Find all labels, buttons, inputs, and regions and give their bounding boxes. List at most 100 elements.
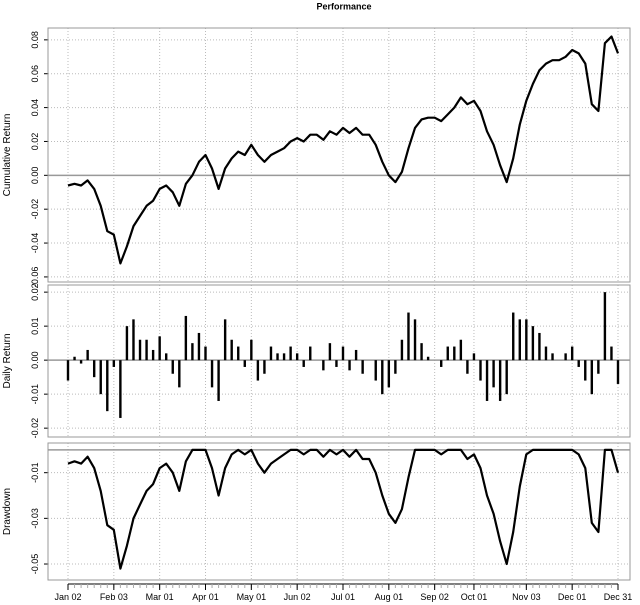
bar bbox=[282, 353, 286, 361]
bar bbox=[597, 360, 600, 374]
panel-frame bbox=[47, 442, 631, 581]
bar bbox=[446, 346, 449, 361]
bar bbox=[79, 360, 83, 364]
y-tick-label: -0.03 bbox=[30, 508, 40, 529]
bar bbox=[204, 346, 207, 361]
y-tick-label: -0.04 bbox=[30, 233, 40, 254]
panel-frame bbox=[47, 27, 631, 283]
y-axis-title: Daily Return bbox=[2, 333, 13, 388]
bar bbox=[551, 353, 554, 361]
x-tick-label: Feb 03 bbox=[100, 592, 128, 602]
panel-frame bbox=[47, 284, 631, 438]
x-tick-label: Aug 01 bbox=[375, 592, 404, 602]
bar bbox=[525, 319, 528, 361]
y-tick-label: -0.05 bbox=[30, 554, 40, 575]
bar bbox=[256, 360, 260, 381]
bar bbox=[512, 312, 515, 361]
bar bbox=[361, 360, 364, 374]
bar bbox=[191, 343, 194, 361]
bar bbox=[505, 360, 508, 395]
bar bbox=[544, 346, 548, 361]
bar bbox=[498, 360, 502, 401]
y-tick-label: 0.06 bbox=[30, 65, 40, 83]
bar bbox=[584, 360, 587, 381]
bar bbox=[99, 360, 102, 395]
bar bbox=[243, 360, 246, 367]
y-tick-label: 0.00 bbox=[30, 351, 40, 369]
bar bbox=[341, 346, 345, 361]
bar bbox=[577, 360, 580, 367]
bar bbox=[590, 360, 594, 395]
bar bbox=[518, 319, 521, 361]
bar bbox=[322, 360, 325, 371]
y-tick-label: -0.01 bbox=[30, 384, 40, 405]
bar bbox=[184, 315, 188, 361]
x-tick-label: May 01 bbox=[237, 592, 267, 602]
bar bbox=[86, 349, 89, 361]
bar bbox=[217, 360, 220, 401]
bar bbox=[616, 360, 620, 384]
bar bbox=[295, 353, 299, 361]
bar bbox=[413, 319, 417, 361]
bar bbox=[407, 312, 410, 361]
y-tick-label: 0.04 bbox=[30, 99, 40, 117]
bar bbox=[106, 360, 109, 412]
x-tick-label: Jul 01 bbox=[331, 592, 355, 602]
bar bbox=[151, 349, 155, 361]
bar bbox=[538, 332, 541, 361]
line bbox=[67, 448, 620, 570]
bar bbox=[158, 336, 161, 361]
bar bbox=[197, 332, 201, 361]
bar bbox=[171, 360, 174, 374]
bar bbox=[335, 360, 338, 367]
bar bbox=[472, 353, 476, 361]
y-tick-label: 0.01 bbox=[30, 317, 40, 335]
bar bbox=[394, 360, 397, 374]
bar bbox=[328, 343, 332, 361]
y-tick-label: -0.02 bbox=[30, 418, 40, 439]
bar bbox=[400, 339, 404, 361]
bar bbox=[570, 346, 574, 361]
bar bbox=[289, 346, 292, 361]
x-tick-label: Dec 01 bbox=[558, 592, 587, 602]
bar bbox=[178, 360, 181, 388]
x-tick-label: Mar 01 bbox=[146, 592, 174, 602]
bar bbox=[420, 343, 423, 361]
bar bbox=[492, 360, 495, 388]
x-tick-label: Jun 02 bbox=[284, 592, 311, 602]
x-tick-label: Apr 01 bbox=[192, 592, 219, 602]
bar bbox=[610, 346, 613, 361]
bar bbox=[531, 326, 535, 361]
bar bbox=[92, 360, 96, 378]
x-tick-label: Jan 02 bbox=[54, 592, 81, 602]
chart-title: Performance bbox=[316, 1, 371, 11]
bar bbox=[269, 346, 273, 361]
bar bbox=[426, 356, 430, 361]
line bbox=[67, 35, 620, 265]
bar bbox=[348, 360, 351, 371]
bar bbox=[381, 360, 384, 395]
bar bbox=[145, 339, 148, 361]
bar bbox=[125, 326, 129, 361]
y-tick-label: 0.02 bbox=[30, 283, 40, 301]
bar bbox=[276, 353, 279, 361]
bar bbox=[73, 356, 76, 361]
bar bbox=[485, 360, 489, 401]
bar bbox=[237, 346, 240, 361]
bar bbox=[230, 339, 233, 361]
y-axis-title: Cumulative Return bbox=[2, 114, 13, 197]
bar bbox=[453, 346, 456, 361]
bar bbox=[564, 353, 567, 361]
x-tick-label: Nov 03 bbox=[512, 592, 541, 602]
y-tick-label: -0.01 bbox=[30, 462, 40, 483]
y-tick-label: -0.06 bbox=[30, 267, 40, 288]
bar bbox=[440, 360, 443, 367]
x-tick-label: Dec 31 bbox=[604, 592, 633, 602]
y-tick-label: 0.00 bbox=[30, 167, 40, 185]
y-axis-title: Drawdown bbox=[2, 488, 13, 535]
bar bbox=[138, 339, 142, 361]
x-tick-label: Oct 01 bbox=[461, 592, 488, 602]
y-tick-label: 0.08 bbox=[30, 31, 40, 49]
bar bbox=[132, 319, 135, 361]
